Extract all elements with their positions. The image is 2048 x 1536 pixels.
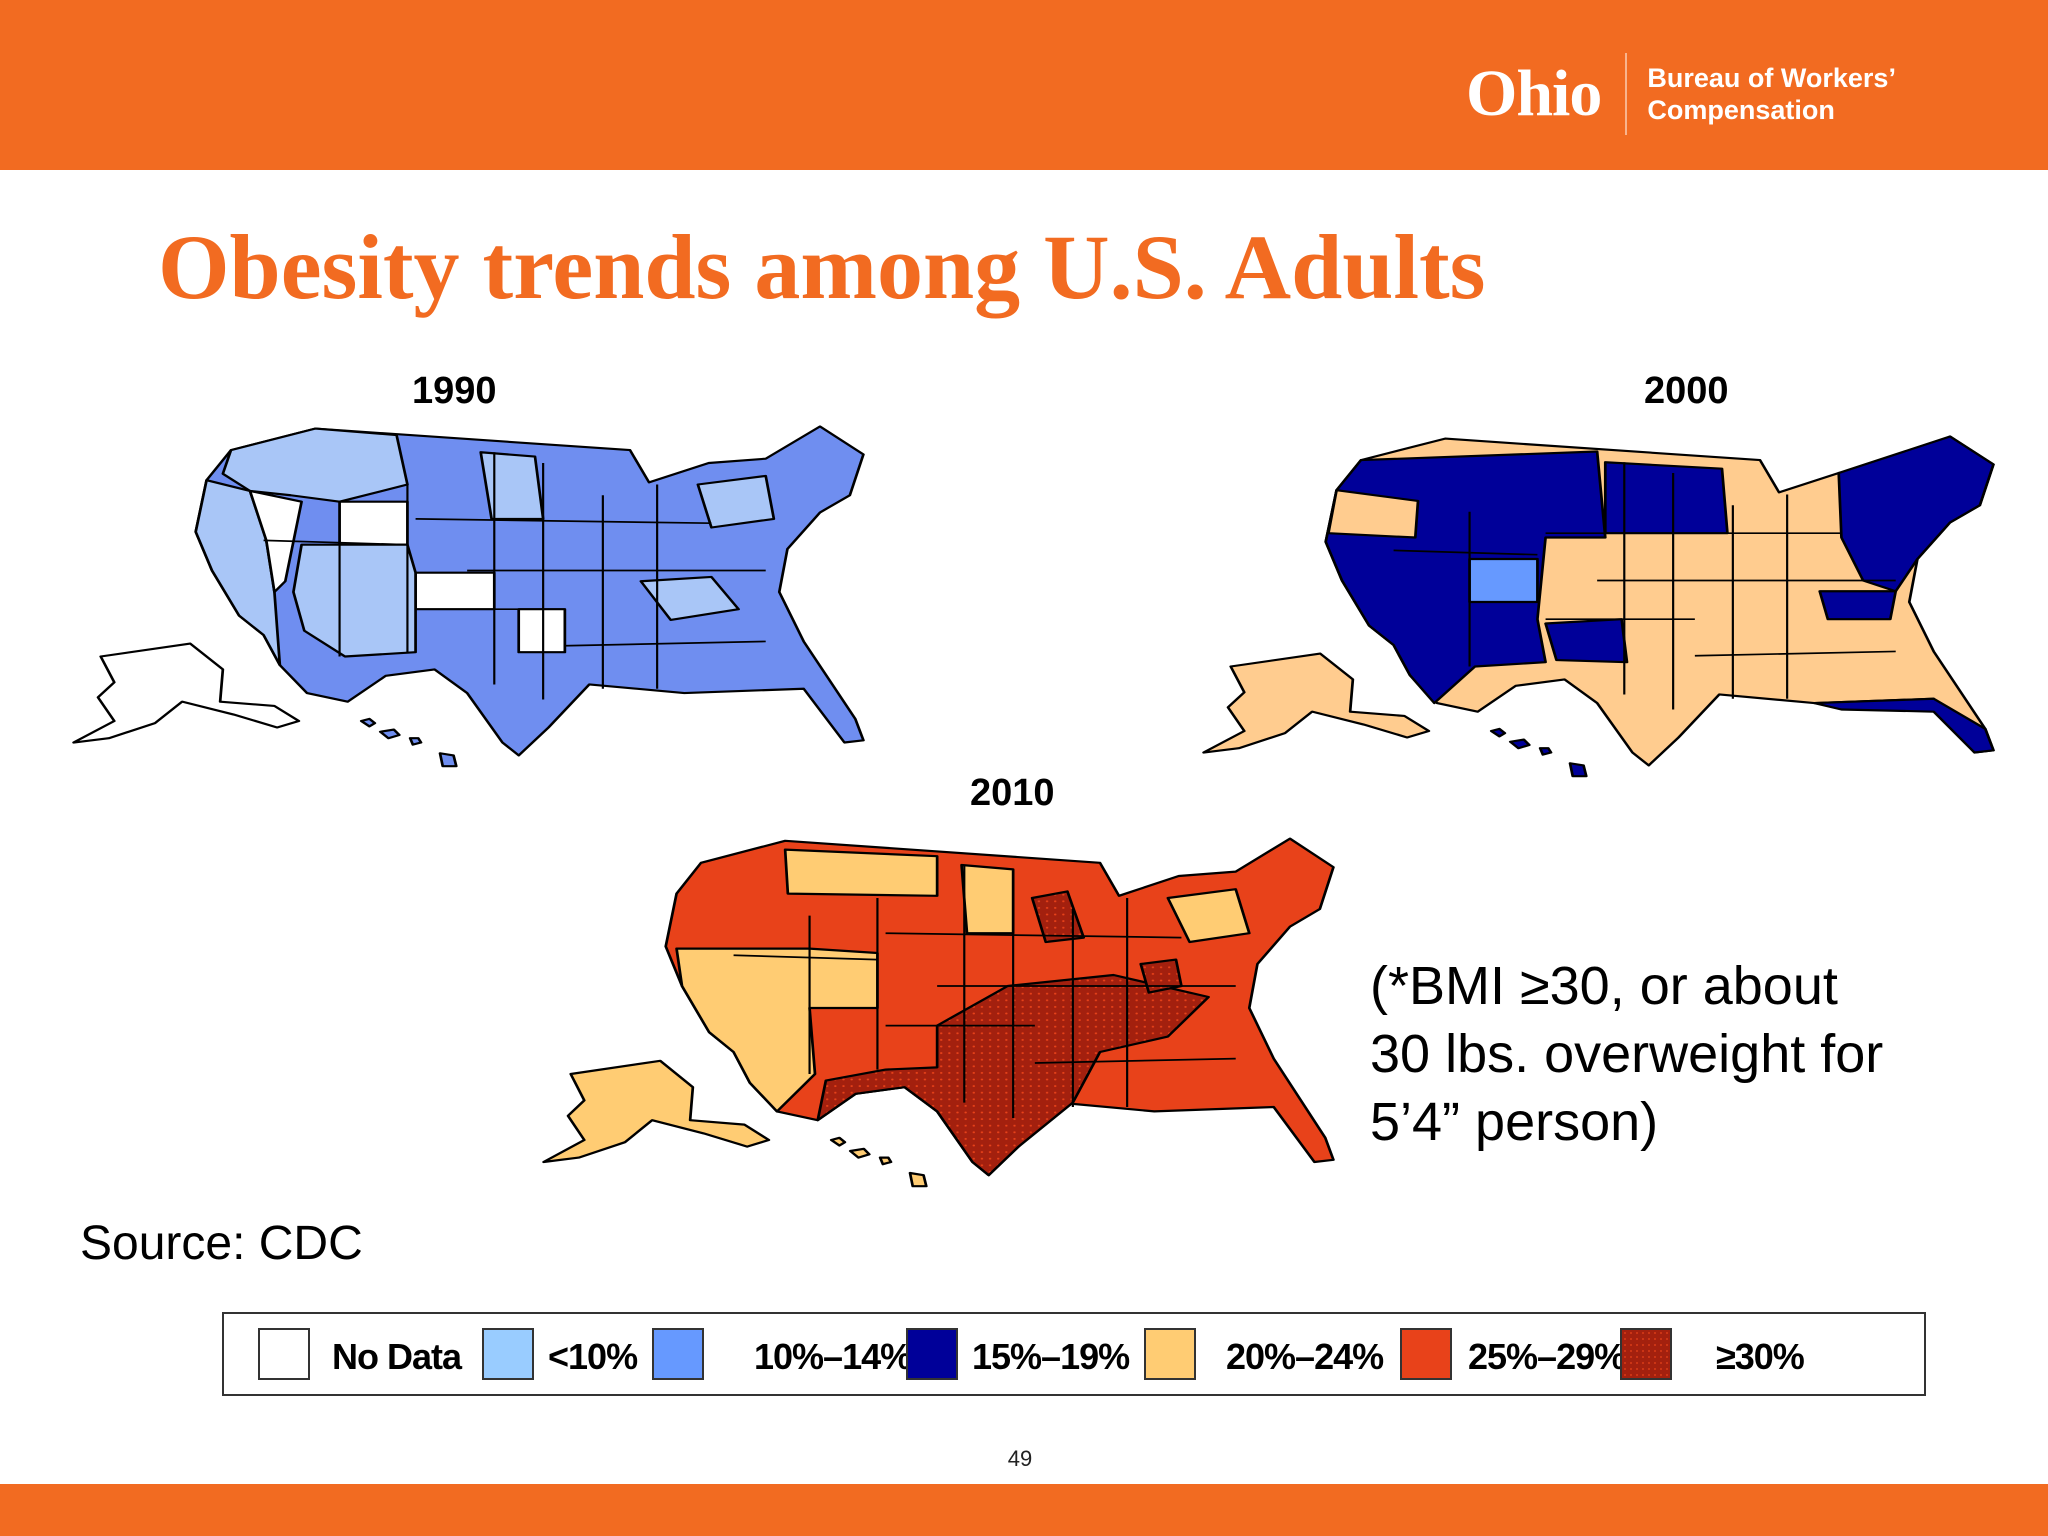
logo-text-line1: Bureau of Workers’ [1647, 63, 1896, 93]
header-band [0, 0, 2048, 170]
map-legend: No Data <10% 10%–14% 15%–19% 20%–24% 25%… [222, 1312, 1926, 1396]
northeast-1990 [696, 474, 776, 529]
us-map-2000 [1202, 435, 1995, 778]
map-year-label-2010: 2010 [970, 772, 1055, 814]
logo-mark: Ohio [1466, 57, 1602, 130]
page-number: 49 [1007, 1446, 1033, 1471]
kansas-1990 [414, 571, 496, 611]
oregon-2000 [1327, 489, 1420, 539]
ohio-bwc-logo: Ohio Bureau of Workers’ Compensation [1466, 52, 1896, 136]
upper-midwest-1990 [479, 451, 545, 520]
bmi-note-line3: 5’4” person) [1370, 1092, 1659, 1152]
new-england-2000 [1837, 435, 1995, 593]
oklahoma-2000 [1544, 618, 1629, 664]
alaska-1990 [72, 642, 301, 744]
bmi-note: (*BMI ≥30, or about 30 lbs. overweight f… [1370, 952, 2010, 1156]
legend-label-10-14: 10%–14% [754, 1336, 912, 1377]
arkansas-1990 [517, 608, 567, 654]
virginia-2000 [1818, 590, 1898, 621]
alaska-2000 [1202, 652, 1431, 754]
legend-swatch-15-19 [906, 1328, 958, 1380]
legend-label-no-data: No Data [332, 1336, 462, 1377]
us-map-1990 [72, 425, 865, 768]
logo-text-line2: Compensation [1647, 95, 1835, 125]
legend-label-under-10: <10% [548, 1336, 638, 1377]
florida-2000 [1812, 697, 1995, 754]
logo-text: Bureau of Workers’ Compensation [1647, 62, 1896, 126]
legend-label-30-plus: ≥30% [1716, 1336, 1805, 1377]
alaska-2010 [542, 1059, 771, 1164]
montana-2010 [783, 848, 939, 897]
bmi-note-line1: (*BMI ≥30, or about [1370, 956, 1838, 1016]
minnesota-2010 [960, 863, 1015, 935]
map-year-label-2000: 2000 [1644, 370, 1729, 412]
legend-swatch-30-plus [1620, 1328, 1672, 1380]
legend-swatch-20-24 [1144, 1328, 1196, 1380]
bmi-note-line2: 30 lbs. overweight for [1370, 1024, 1884, 1084]
legend-swatch-under-10 [482, 1328, 534, 1380]
footer-band [0, 1484, 2048, 1536]
map-year-label-1990: 1990 [412, 370, 497, 412]
legend-label-15-19: 15%–19% [972, 1336, 1130, 1377]
legend-swatch-no-data [258, 1328, 310, 1380]
southwest-2010 [675, 947, 879, 1113]
slide-title: Obesity trends among U.S. Adults [158, 216, 1486, 318]
source-citation: Source: CDC [80, 1217, 363, 1270]
hawaii-1990 [359, 717, 458, 768]
west-virginia-2010 [1139, 958, 1183, 994]
southeast-1990 [639, 575, 740, 622]
us-map-2010 [542, 837, 1335, 1188]
mountain-states-1990 [292, 543, 417, 658]
legend-swatch-25-29 [1400, 1328, 1452, 1380]
legend-swatch-10-14 [652, 1328, 704, 1380]
hawaii-2010 [829, 1136, 928, 1188]
northeast-2010 [1166, 888, 1251, 944]
hawaii-2000 [1489, 727, 1588, 778]
wyoming-1990 [338, 500, 409, 546]
colorado-2000 [1468, 557, 1539, 604]
legend-label-20-24: 20%–24% [1226, 1336, 1384, 1377]
logo-divider [1625, 53, 1628, 135]
legend-label-25-29: 25%–29% [1468, 1336, 1626, 1377]
michigan-2010 [1030, 890, 1086, 944]
